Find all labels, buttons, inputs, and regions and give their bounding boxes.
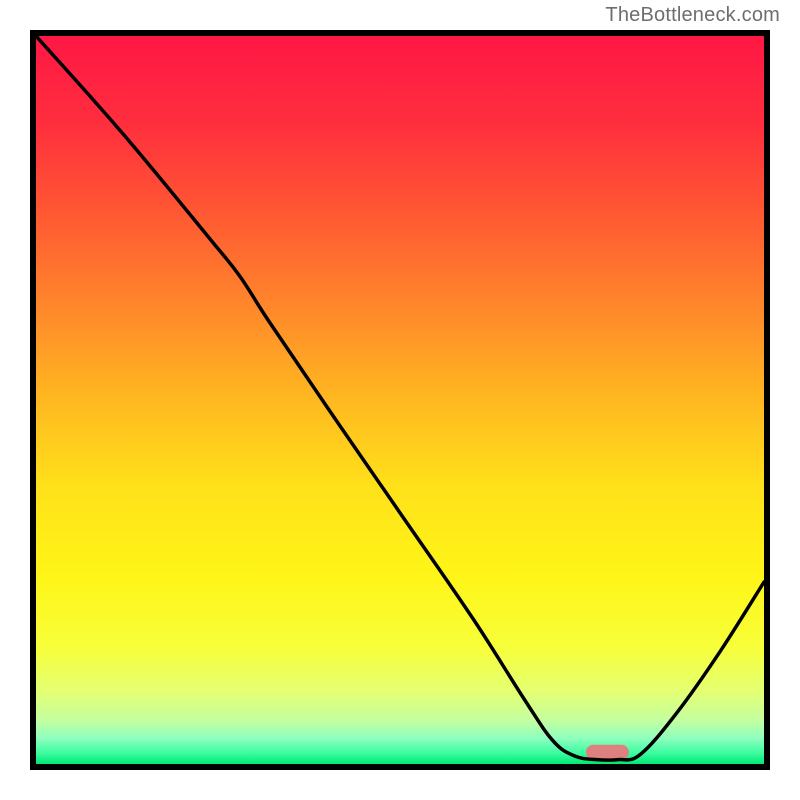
bottleneck-curve (36, 36, 764, 760)
chart-container: TheBottleneck.com (0, 0, 800, 800)
source-watermark: TheBottleneck.com (605, 4, 780, 27)
curve-overlay (36, 36, 764, 764)
plot-area (30, 30, 770, 770)
